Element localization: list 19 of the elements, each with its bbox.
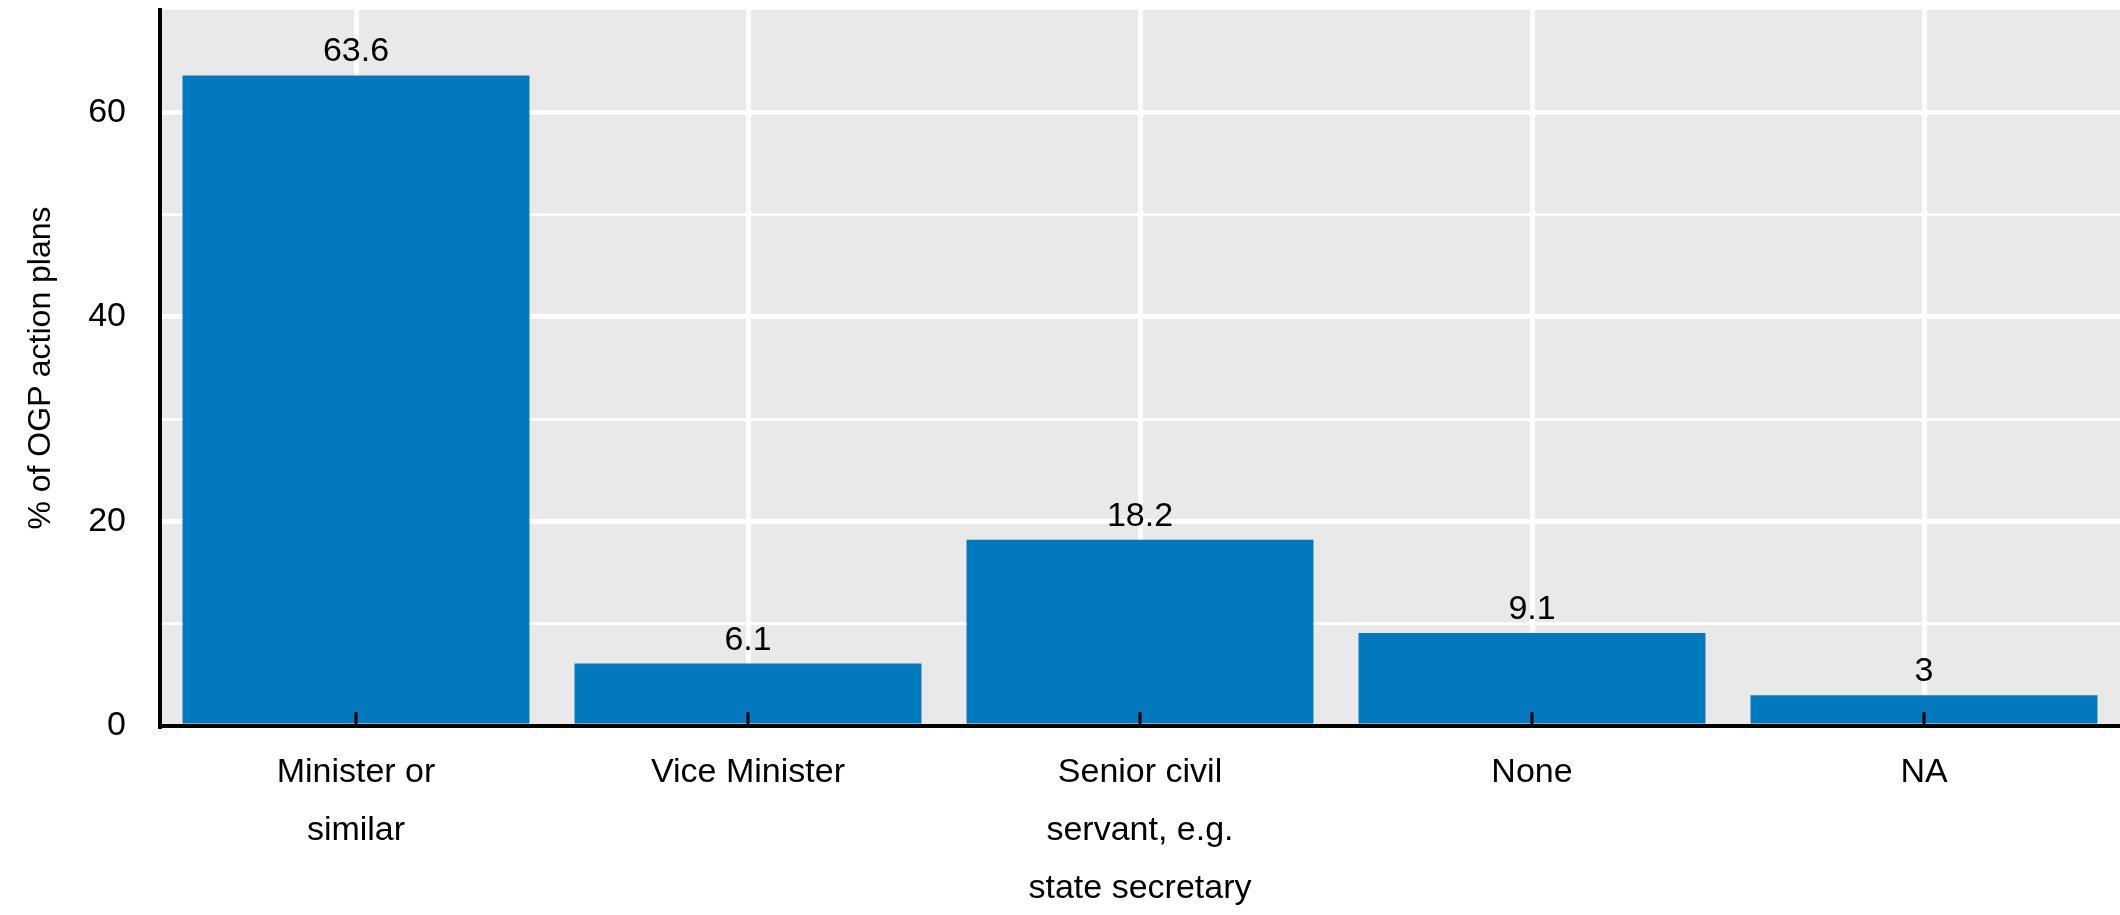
bar	[574, 663, 922, 724]
y-tick-label: 20	[88, 499, 126, 538]
x-tick-label: Minister or similar	[276, 751, 436, 848]
x-tick-label: Senior civil servant, e.g. state secretary	[1028, 751, 1252, 905]
y-axis-title: % of OGP action plans	[21, 206, 58, 530]
y-tick-label: 60	[88, 90, 126, 129]
x-tick-label: None	[1491, 751, 1573, 790]
data-label: 63.6	[322, 30, 390, 69]
bar	[966, 539, 1314, 724]
data-label: 9.1	[1508, 587, 1556, 626]
data-label: 3	[1914, 650, 1934, 689]
y-tick-label: 0	[107, 704, 126, 743]
bar	[1750, 695, 2098, 724]
x-tick-label: Vice Minister	[651, 751, 845, 790]
x-tick-label: NA	[1900, 751, 1948, 790]
bar	[1358, 632, 1706, 724]
data-label: 18.2	[1106, 494, 1174, 533]
data-label: 6.1	[724, 618, 772, 657]
y-tick-label: 40	[88, 295, 126, 334]
